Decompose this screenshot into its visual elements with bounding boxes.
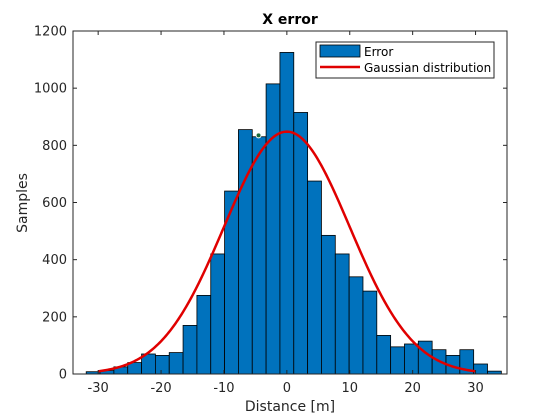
y-axis-label: Samples [15,173,31,233]
data-marker [256,133,261,138]
histogram-bar [308,181,322,374]
x-tick-label: 30 [467,381,484,396]
histogram-bar [211,254,225,374]
histogram-bar [252,137,266,374]
x-tick-label: -20 [150,381,171,396]
legend: Error Gaussian distribution [316,42,494,78]
histogram-bar [294,112,308,374]
histogram-bar [280,52,294,374]
y-tick-label: 800 [42,139,67,154]
y-tick-label: 600 [42,196,67,211]
histogram-bar [197,295,211,374]
histogram-bar [377,335,391,374]
marker-layer [256,133,261,138]
x-tick-label: -30 [88,381,109,396]
legend-label-gaussian: Gaussian distribution [364,61,491,75]
y-tick-label: 1000 [34,82,67,97]
y-tick-label: 0 [59,368,67,383]
histogram-bar [238,130,252,374]
histogram-bar [169,353,183,374]
x-tick-label: 20 [404,381,421,396]
x-tick-label: 0 [283,381,291,396]
y-tick-label: 1200 [34,25,67,40]
histogram-bars [86,52,501,374]
x-axis-label: Distance [m] [245,399,335,415]
y-tick-label: 200 [42,310,67,325]
histogram-bar [335,254,349,374]
legend-swatch-error [320,45,360,57]
legend-label-error: Error [364,45,393,59]
histogram-bar [418,341,432,374]
histogram-bar [321,235,335,374]
histogram-bar [183,325,197,374]
y-tick-label: 400 [42,253,67,268]
histogram-bar [266,84,280,374]
histogram-bar [155,355,169,374]
x-tick-label: 10 [341,381,358,396]
x-tick-label: -10 [213,381,234,396]
histogram-bar [391,347,405,374]
histogram-bar [349,277,363,374]
chart-title: X error [262,12,318,28]
histogram-bar [363,291,377,374]
histogram-bar [404,344,418,374]
